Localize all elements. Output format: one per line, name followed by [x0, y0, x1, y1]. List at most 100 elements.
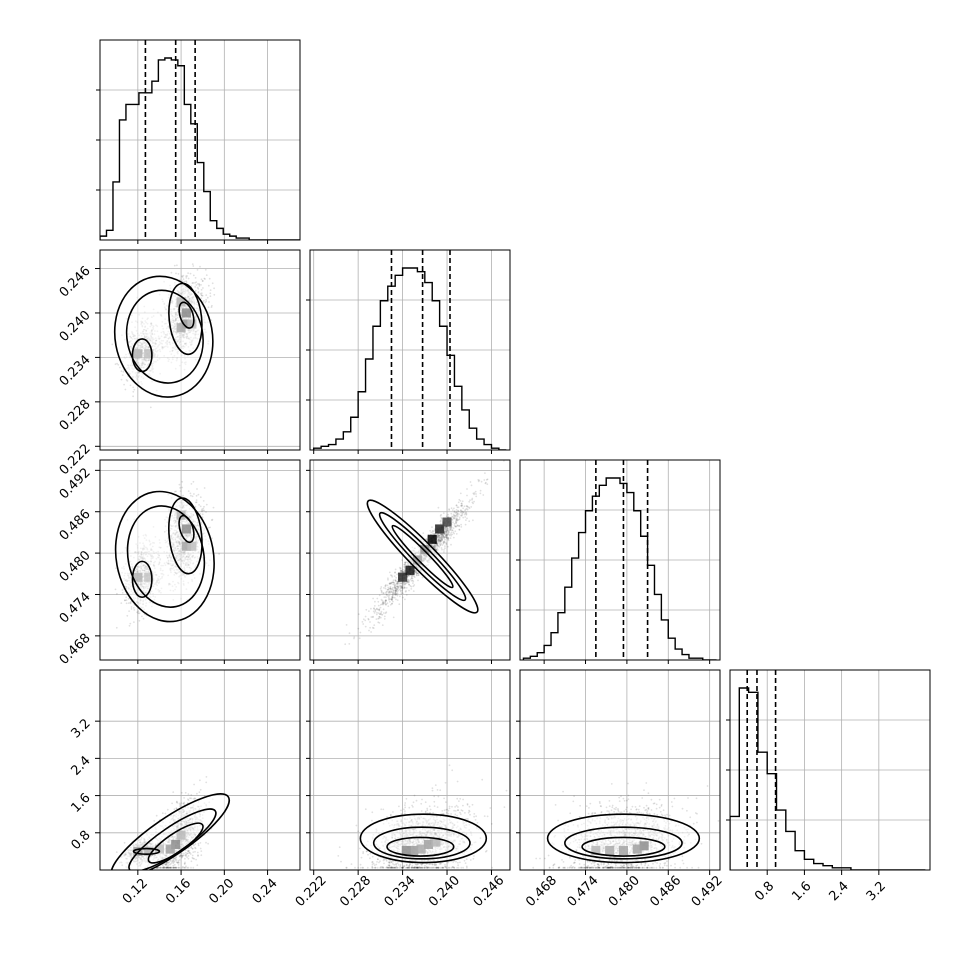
scatter-point	[458, 525, 460, 527]
scatter-point	[387, 578, 389, 581]
scatter-point	[124, 599, 126, 602]
scatter-point	[121, 589, 124, 591]
scatter-point	[142, 617, 145, 620]
scatter-point	[455, 514, 458, 517]
scatter-point	[441, 533, 444, 535]
scatter-point	[453, 517, 455, 520]
scatter-point	[436, 543, 439, 546]
scatter-point	[441, 533, 443, 536]
scatter-point	[388, 599, 390, 601]
scatter-point	[138, 619, 141, 622]
scatter-point	[353, 636, 356, 638]
scatter-point	[391, 598, 393, 601]
scatter-point	[439, 536, 441, 539]
scatter-point	[457, 518, 460, 521]
scatter-point	[449, 529, 452, 531]
scatter-point	[181, 275, 183, 278]
scatter-point	[446, 527, 449, 529]
scatter-point	[358, 637, 361, 640]
scatter-point	[392, 581, 394, 584]
scatter-point	[411, 579, 414, 582]
scatter-point	[364, 615, 367, 618]
scatter-point	[464, 509, 466, 512]
scatter-point	[126, 380, 129, 382]
scatter-point	[374, 610, 377, 613]
scatter-point	[344, 643, 347, 646]
scatter-point	[387, 605, 390, 608]
scatter-point	[454, 517, 456, 520]
contour-3	[131, 560, 153, 599]
scatter-point	[394, 586, 396, 589]
scatter-point	[391, 597, 393, 600]
scatter-point	[455, 518, 458, 520]
scatter-point	[457, 515, 459, 517]
contour-1	[378, 511, 467, 602]
scatter-point	[373, 607, 375, 610]
density-cell-1	[405, 565, 415, 575]
scatter-point	[127, 602, 130, 604]
scatter-point	[389, 587, 392, 590]
scatter-point	[379, 603, 382, 606]
scatter-point	[451, 529, 453, 532]
scatter-point	[202, 287, 204, 289]
scatter-point	[443, 533, 446, 535]
scatter-point	[396, 585, 398, 588]
scatter-point	[201, 279, 204, 282]
scatter-point	[440, 516, 443, 519]
scatter-point	[394, 580, 397, 582]
scatter-point	[401, 589, 403, 592]
scatter-point	[377, 608, 379, 611]
scatter-point	[377, 617, 380, 620]
contour-4	[178, 301, 195, 329]
scatter-point	[353, 637, 355, 640]
scatter-point	[399, 595, 401, 598]
scatter-point	[458, 516, 461, 519]
scatter-point	[434, 545, 436, 547]
scatter-point	[440, 542, 442, 545]
scatter-point	[445, 534, 447, 537]
scatter-point	[116, 592, 118, 595]
scatter-point	[402, 582, 405, 584]
scatter-point	[404, 561, 407, 564]
scatter-point	[468, 500, 471, 503]
scatter-point	[473, 500, 475, 503]
scatter-point	[396, 594, 399, 597]
scatter-point	[115, 851, 118, 853]
scatter-point	[402, 592, 404, 595]
scatter-point	[445, 534, 448, 537]
scatter-point	[408, 583, 410, 586]
scatter-point	[447, 539, 450, 542]
scatter-point	[372, 615, 374, 618]
histogram-step-2	[522, 477, 717, 660]
scatter-point	[438, 538, 441, 541]
scatter-point	[175, 490, 177, 493]
scatter-point	[201, 294, 204, 297]
scatter-point	[389, 588, 392, 591]
scatter-point	[132, 386, 135, 389]
scatter-point	[389, 574, 392, 577]
scatter-point	[394, 591, 397, 593]
scatter-point	[174, 490, 176, 493]
scatter-point	[202, 509, 204, 512]
scatter-point	[195, 494, 198, 497]
scatter-point	[452, 521, 454, 524]
scatter-point	[447, 536, 450, 539]
scatter-point	[179, 490, 182, 492]
scatter-point	[187, 272, 190, 274]
scatter-point	[411, 575, 414, 577]
scatter-point	[461, 514, 463, 516]
scatter-point	[386, 590, 388, 593]
scatter-point	[437, 539, 440, 542]
scatter-point	[388, 594, 391, 597]
scatter-point	[195, 284, 198, 286]
scatter-point	[393, 575, 396, 577]
scatter-point	[394, 583, 397, 586]
scatter-point	[370, 631, 372, 633]
scatter-point	[439, 539, 441, 542]
scatter-point	[380, 586, 383, 588]
scatter-point	[404, 562, 406, 565]
scatter-point	[200, 284, 202, 286]
scatter-point	[368, 629, 370, 632]
scatter-point	[379, 606, 382, 609]
scatter-point	[431, 545, 434, 547]
